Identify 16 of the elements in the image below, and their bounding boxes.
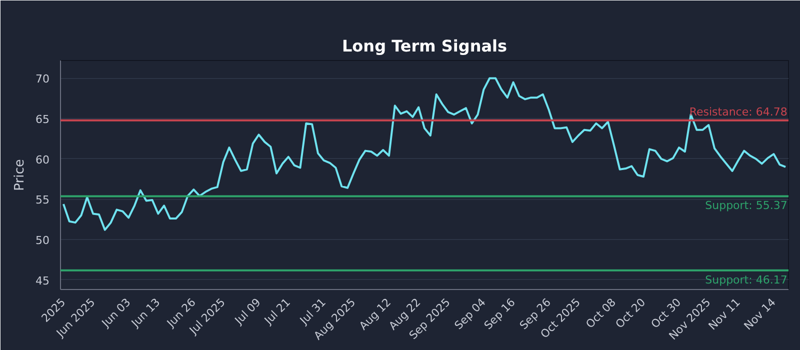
y-tick-label: 60	[36, 153, 50, 166]
chart-title: Long Term Signals	[342, 36, 508, 56]
y-tick-label: 50	[36, 234, 50, 248]
x-tick-label: Nov 14	[742, 296, 778, 333]
x-tick-label: Jul 09	[232, 296, 264, 328]
x-tick-label: Jul 21	[261, 296, 293, 328]
ref-line-label: Support: 55.37	[705, 199, 788, 212]
y-tick-label: 45	[36, 274, 50, 288]
x-tick-label: Jun 13	[128, 296, 163, 330]
y-tick-label: 70	[36, 72, 50, 86]
line-series	[62, 77, 787, 231]
y-axis-title: Price	[12, 159, 28, 191]
ref-line-label: Resistance: 64.78	[689, 105, 788, 118]
y-tick-label: 55	[36, 194, 50, 207]
ref-line-label: Support: 46.17	[705, 273, 788, 286]
y-tick-label: 65	[36, 113, 50, 126]
